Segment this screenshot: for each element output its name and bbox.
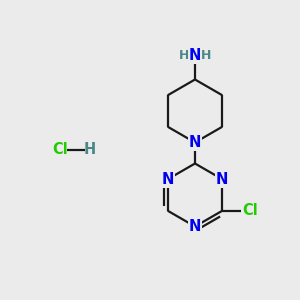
Text: N: N: [189, 135, 201, 150]
Text: N: N: [161, 172, 174, 187]
Text: Cl: Cl: [52, 142, 68, 158]
Text: N: N: [189, 48, 201, 63]
Text: H: H: [84, 142, 96, 158]
Text: N: N: [216, 172, 229, 187]
Text: H: H: [178, 49, 189, 62]
Text: H: H: [201, 49, 212, 62]
Text: N: N: [189, 219, 201, 234]
Text: Cl: Cl: [242, 203, 258, 218]
